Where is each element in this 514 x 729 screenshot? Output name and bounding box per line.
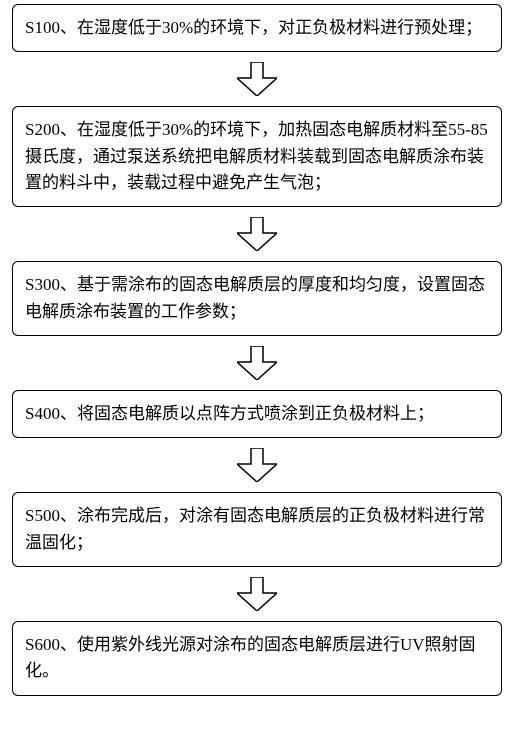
arrow-icon xyxy=(237,577,277,611)
arrow-icon xyxy=(237,217,277,251)
step-s100: S100、在湿度低于30%的环境下，对正负极材料进行预处理； xyxy=(12,4,502,52)
step-s600-text: S600、使用紫外线光源对涂布的固态电解质层进行UV照射固化。 xyxy=(25,632,489,685)
step-s200: S200、在湿度低于30%的环境下，加热固态电解质材料至55-85摄氏度，通过泵… xyxy=(12,106,502,207)
step-s200-text: S200、在湿度低于30%的环境下，加热固态电解质材料至55-85摄氏度，通过泵… xyxy=(25,117,489,196)
step-s100-text: S100、在湿度低于30%的环境下，对正负极材料进行预处理； xyxy=(25,15,489,41)
step-s500-text: S500、涂布完成后，对涂有固态电解质层的正负极材料进行常温固化； xyxy=(25,503,489,556)
step-s400-text: S400、将固态电解质以点阵方式喷涂到正负极材料上； xyxy=(25,401,489,427)
step-s500: S500、涂布完成后，对涂有固态电解质层的正负极材料进行常温固化； xyxy=(12,492,502,567)
arrow-icon xyxy=(237,346,277,380)
flowchart-container: S100、在湿度低于30%的环境下，对正负极材料进行预处理； S200、在湿度低… xyxy=(12,4,502,696)
step-s300: S300、基于需涂布的固态电解质层的厚度和均匀度，设置固态电解质涂布装置的工作参… xyxy=(12,261,502,336)
arrow-icon xyxy=(237,448,277,482)
step-s400: S400、将固态电解质以点阵方式喷涂到正负极材料上； xyxy=(12,390,502,438)
step-s600: S600、使用紫外线光源对涂布的固态电解质层进行UV照射固化。 xyxy=(12,621,502,696)
step-s300-text: S300、基于需涂布的固态电解质层的厚度和均匀度，设置固态电解质涂布装置的工作参… xyxy=(25,272,489,325)
arrow-icon xyxy=(237,62,277,96)
